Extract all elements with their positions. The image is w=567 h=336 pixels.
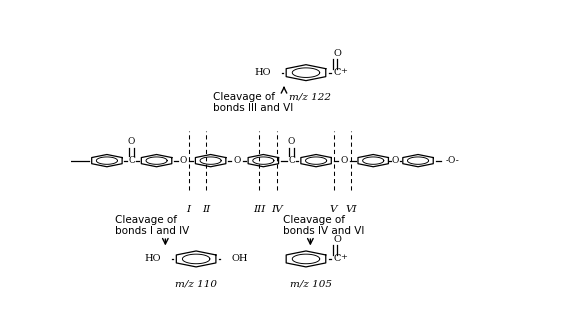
Text: II: II — [202, 205, 210, 214]
Text: C: C — [333, 254, 341, 263]
Text: -O-: -O- — [445, 156, 459, 165]
Text: VI: VI — [345, 205, 357, 214]
Text: Cleavage of
bonds I and IV: Cleavage of bonds I and IV — [115, 214, 189, 236]
Text: +: + — [340, 67, 346, 75]
Text: m/z 122: m/z 122 — [289, 93, 331, 102]
Text: V: V — [330, 205, 337, 214]
Text: Cleavage of
bonds III and VI: Cleavage of bonds III and VI — [213, 92, 293, 113]
Text: O: O — [288, 137, 295, 146]
Text: m/z 105: m/z 105 — [290, 279, 332, 288]
Text: m/z 110: m/z 110 — [175, 279, 217, 288]
Text: O: O — [128, 137, 135, 146]
Text: IV: IV — [270, 205, 282, 214]
Text: I: I — [187, 205, 191, 214]
Text: C: C — [288, 156, 295, 165]
Text: HO: HO — [145, 254, 161, 263]
Text: O: O — [333, 235, 341, 244]
Text: +: + — [340, 253, 346, 261]
Text: C: C — [128, 156, 135, 165]
Text: III: III — [253, 205, 265, 214]
Text: O: O — [391, 156, 399, 165]
Text: OH: OH — [231, 254, 248, 263]
Text: O: O — [341, 156, 348, 165]
Text: O: O — [233, 156, 240, 165]
Text: Cleavage of
bonds IV and VI: Cleavage of bonds IV and VI — [283, 214, 364, 236]
Text: O: O — [180, 156, 187, 165]
Text: O: O — [333, 49, 341, 58]
Text: C: C — [333, 68, 341, 77]
Text: HO: HO — [255, 68, 271, 77]
